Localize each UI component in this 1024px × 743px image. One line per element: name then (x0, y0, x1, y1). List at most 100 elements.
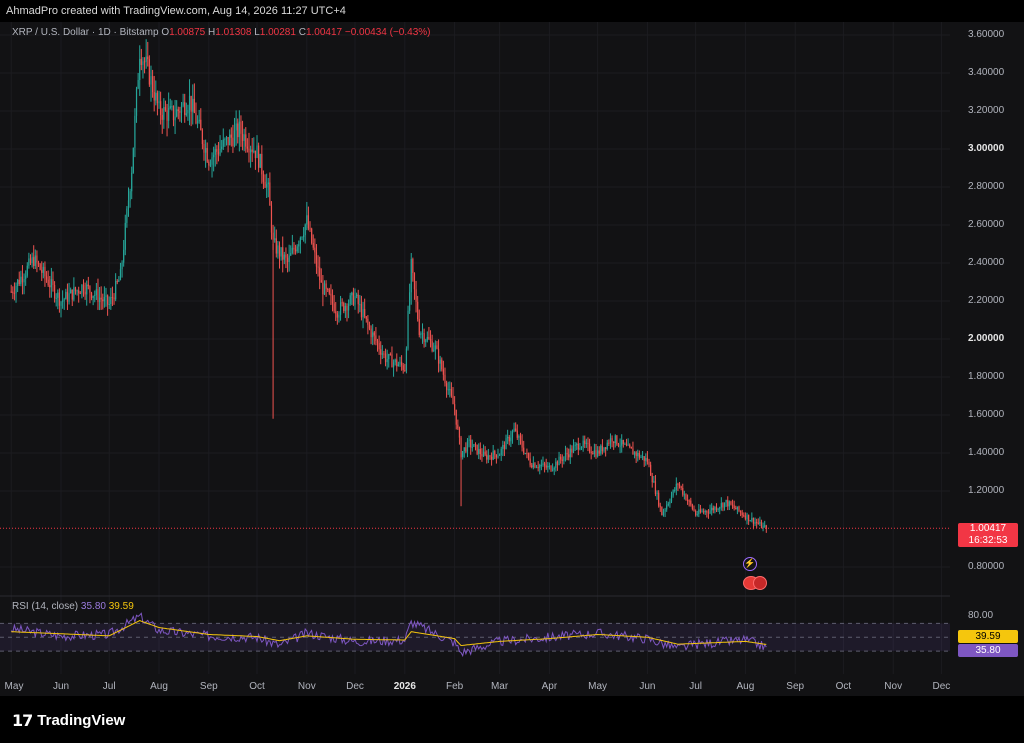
candle-body (41, 269, 43, 273)
candle-body (719, 507, 721, 509)
candle-body (431, 341, 433, 351)
candle-body (450, 389, 453, 396)
chart-frame[interactable] (0, 22, 1024, 696)
candle-body (399, 361, 401, 365)
symbol-legend[interactable]: XRP / U.S. Dollar · 1D · Bitstamp O1.008… (12, 27, 431, 38)
rsi-title[interactable]: RSI (14, close) (12, 601, 79, 612)
symbol-title[interactable]: XRP / U.S. Dollar · 1D · Bitstamp (12, 27, 159, 38)
candle-body (225, 136, 228, 140)
candle-body (465, 447, 467, 452)
candle-body (690, 500, 692, 505)
rsi-value: 35.80 (80, 601, 106, 612)
candle-body (698, 509, 700, 515)
candle-body (13, 293, 16, 295)
candle-body (367, 318, 369, 325)
candle-body (633, 452, 636, 455)
candle-body (442, 369, 444, 375)
tradingview-brand[interactable]: 17 TradingView (12, 711, 125, 730)
candle-body (548, 465, 551, 467)
candle-body (709, 510, 711, 514)
candle-body (320, 280, 322, 283)
candle-body (381, 353, 383, 355)
candle-body (301, 237, 303, 239)
price-tick-label: 2.20000 (968, 295, 1005, 306)
candle-body (123, 249, 125, 263)
candle-body (338, 314, 340, 318)
time-tick-label: 2026 (393, 681, 416, 692)
candle-body (147, 56, 149, 60)
candle-body (635, 452, 637, 457)
candle-body (569, 448, 571, 458)
candle-body (380, 349, 382, 355)
candle-body (94, 295, 96, 297)
candle-body (463, 447, 465, 452)
candle-body (510, 437, 512, 442)
rsi-ma-value: 39.59 (108, 601, 134, 612)
candle-body (375, 335, 377, 341)
candle-body (616, 435, 618, 445)
candle-body (598, 450, 600, 454)
candle-body (160, 101, 162, 115)
candle-body (368, 324, 371, 329)
candle-body (20, 276, 22, 285)
candle-body (277, 245, 279, 254)
candle-body (611, 438, 613, 442)
candle-body (134, 115, 136, 148)
rsi-legend[interactable]: RSI (14, close) 35.80 39.59 (12, 601, 134, 612)
high-label: H (208, 27, 216, 38)
candle-body (678, 484, 681, 487)
candle-body (150, 76, 152, 85)
candle-body (232, 137, 234, 146)
candle-body (145, 56, 147, 62)
last-price-value: 1.00417 (969, 523, 1007, 534)
candle-body (105, 295, 107, 298)
candle-body (437, 348, 440, 364)
candle-body (266, 184, 268, 188)
candle-body (426, 336, 428, 341)
time-tick-label: May (4, 681, 24, 692)
candle-body (124, 222, 126, 250)
candle-body (33, 257, 35, 266)
candle-body (63, 299, 65, 301)
candle-body (457, 424, 459, 429)
candle-body (625, 443, 628, 446)
candle-body (298, 244, 300, 247)
attribution-bar: AhmadPro created with TradingView.com, A… (0, 0, 1024, 22)
candle-body (605, 447, 607, 449)
candle-body (224, 139, 226, 141)
price-tick-label: 3.00000 (968, 143, 1005, 154)
price-tick-label: 1.60000 (968, 409, 1005, 420)
candle-body (429, 339, 432, 342)
price-tick-label: 3.60000 (968, 29, 1005, 40)
price-tick-label: 1.80000 (968, 371, 1005, 382)
price-tick-label: 2.40000 (968, 257, 1005, 268)
candle-body (394, 359, 396, 363)
chart-canvas[interactable] (0, 22, 1024, 696)
candle-body (200, 119, 202, 131)
candle-body (97, 289, 99, 303)
candle-body (286, 257, 289, 263)
candle-body (613, 441, 615, 444)
candle-body (445, 383, 448, 390)
candle-body (25, 275, 27, 279)
candle-body (653, 481, 655, 483)
candle-body (412, 259, 414, 273)
candle-body (172, 106, 175, 121)
candle-body (730, 501, 732, 505)
event-icon-overlap[interactable] (753, 576, 767, 590)
candle-body (420, 333, 422, 335)
lightning-event-icon[interactable]: ⚡ (743, 557, 757, 571)
candle-body (527, 453, 530, 459)
candle-body (89, 286, 91, 293)
candle-body (254, 150, 257, 159)
candle-body (335, 311, 337, 314)
candle-body (158, 101, 160, 104)
candle-body (169, 106, 171, 109)
candle-body (707, 512, 710, 514)
candle-body (423, 333, 425, 342)
attribution-text: AhmadPro created with TradingView.com, A… (6, 5, 346, 17)
candle-body (303, 235, 305, 238)
candle-body (418, 319, 420, 335)
time-tick-label: Aug (150, 681, 168, 692)
candle-body (168, 108, 170, 121)
